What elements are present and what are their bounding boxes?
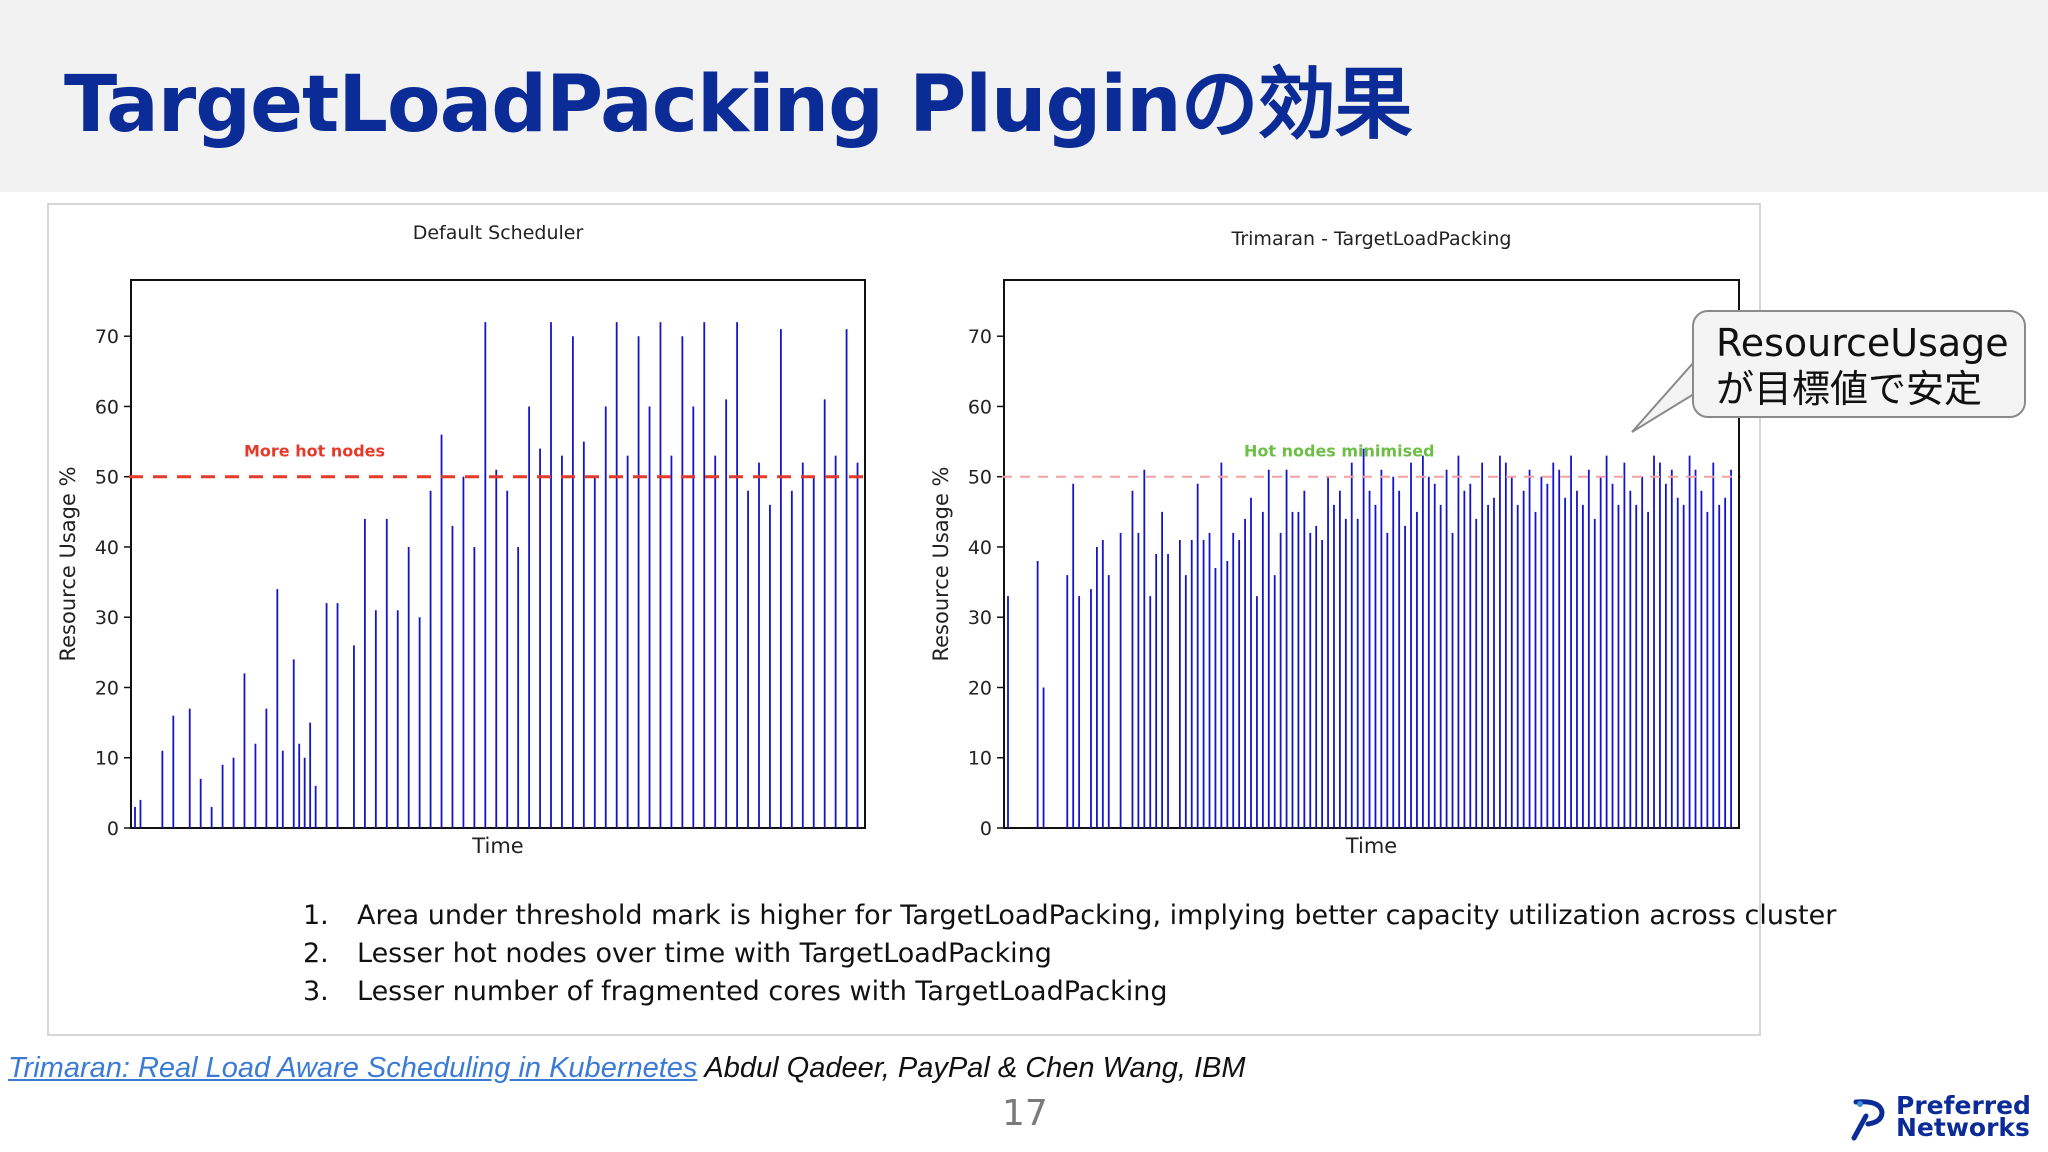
callout-box: ResourceUsage が目標値で安定	[1692, 310, 2026, 418]
y-axis-label: Resource Usage %	[929, 466, 953, 661]
finding-text: Lesser hot nodes over time with TargetLo…	[357, 938, 1052, 969]
chart-title: Trimaran - TargetLoadPacking	[1231, 228, 1512, 250]
callout-line: が目標値で安定	[1716, 367, 1983, 411]
finding-item: 1. Area under threshold mark is higher f…	[303, 897, 1836, 935]
brand-line: Networks	[1896, 1113, 2030, 1142]
finding-number: 1.	[303, 900, 329, 931]
x-axis-label: Time	[1345, 834, 1397, 858]
findings-list: 1. Area under threshold mark is higher f…	[303, 897, 1836, 1011]
y-tick-label: 50	[968, 467, 992, 489]
finding-number: 3.	[303, 976, 329, 1007]
charts-canvas: Default Scheduler 0 10 20 30 40 50 60 70 More hot…	[56, 222, 1741, 858]
y-tick-label: 20	[968, 677, 992, 699]
citation-authors: Abdul Qadeer, PayPal & Chen Wang, IBM	[697, 1052, 1246, 1084]
plot-frame	[130, 279, 866, 829]
citation: Trimaran: Real Load Aware Scheduling in …	[8, 1052, 1246, 1085]
threshold-label: More hot nodes	[244, 442, 385, 461]
y-tick-label: 50	[95, 467, 119, 489]
title-band	[0, 0, 2048, 192]
plot-frame	[1003, 279, 1740, 829]
citation-link[interactable]: Trimaran: Real Load Aware Scheduling in …	[8, 1052, 698, 1084]
figure-frame: Default Scheduler 0 10 20 30 40 50 60 70 More hot…	[47, 203, 1836, 1036]
brand-name: Preferred Networks	[1896, 1091, 2031, 1142]
y-tick-label: 60	[968, 396, 992, 418]
y-tick-label: 10	[968, 748, 992, 770]
chart-default-scheduler: Default Scheduler 0 10 20 30 40 50 60 70 More hot…	[56, 222, 867, 858]
finding-item: 2. Lesser hot nodes over time with Targe…	[303, 935, 1836, 973]
y-tick-label: 70	[968, 326, 992, 348]
finding-text: Area under threshold mark is higher for …	[357, 900, 1837, 931]
pfn-logo-icon	[1851, 1099, 1885, 1141]
y-tick-label: 70	[95, 326, 119, 348]
y-tick-label: 60	[95, 396, 119, 418]
x-axis-label: Time	[471, 834, 523, 858]
y-tick-label: 40	[95, 537, 119, 559]
y-tick-label: 30	[95, 607, 119, 629]
chart-title: Default Scheduler	[413, 222, 584, 244]
finding-text: Lesser number of fragmented cores with T…	[357, 976, 1168, 1007]
page-number: 17	[1002, 1093, 1048, 1134]
chart-trimaran: Trimaran - TargetLoadPacking 0 10 20 30 40 50 6…	[929, 228, 1741, 858]
slide-title: TargetLoadPacking Pluginの効果	[64, 60, 1413, 150]
y-tick-label: 40	[968, 537, 992, 559]
finding-item: 3. Lesser number of fragmented cores wit…	[303, 973, 1836, 1011]
y-tick-label: 20	[95, 677, 119, 699]
brand-line: Preferred	[1896, 1091, 2031, 1120]
y-axis-label: Resource Usage %	[56, 466, 80, 661]
y-tick-label: 30	[968, 607, 992, 629]
y-tick-label: 0	[980, 818, 992, 840]
threshold-label: Hot nodes minimised	[1244, 442, 1434, 461]
callout-line: ResourceUsage	[1716, 321, 2009, 365]
finding-number: 2.	[303, 938, 329, 969]
y-tick-label: 0	[107, 818, 119, 840]
y-tick-label: 10	[95, 748, 119, 770]
brand-logo: Preferred Networks	[1846, 1091, 2046, 1146]
